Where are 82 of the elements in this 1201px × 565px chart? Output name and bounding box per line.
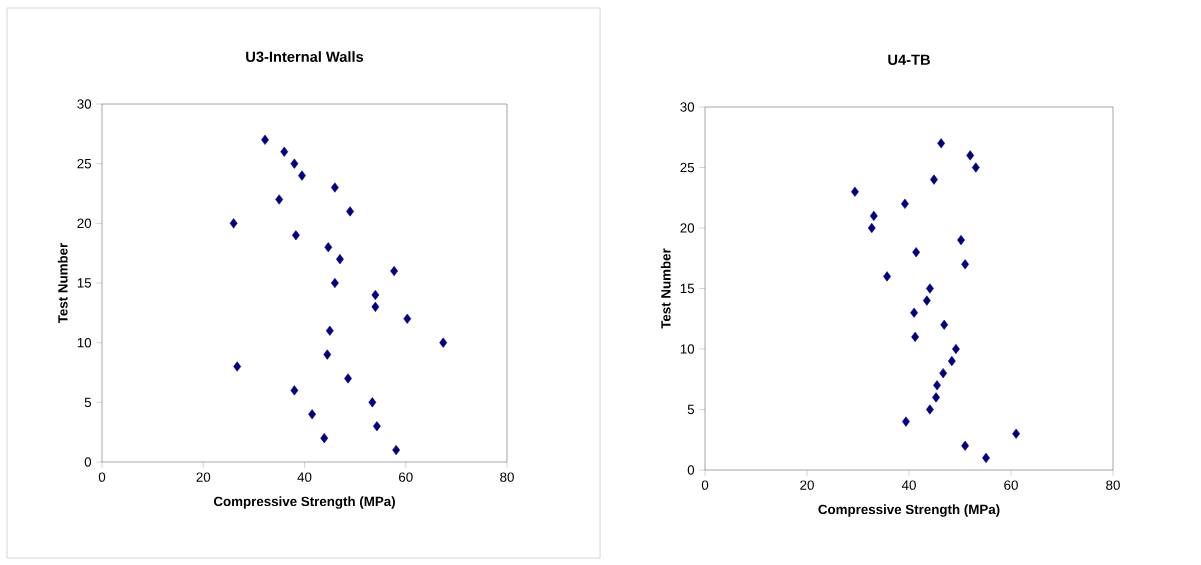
x-tick-label: 60 (1004, 480, 1018, 490)
point (346, 206, 354, 217)
point (901, 198, 909, 209)
y-axis-title: Test Number (57, 242, 68, 324)
point (961, 259, 969, 270)
point (926, 404, 934, 415)
x-tick-label: 80 (500, 472, 514, 482)
point (390, 266, 398, 277)
x-axis-title: Compressive Strength (MPa) (818, 504, 1000, 517)
y-tick-label: 20 (680, 223, 695, 233)
x-tick-label: 20 (800, 480, 814, 490)
y-tick-label: 10 (77, 337, 92, 348)
y-tick-label: 15 (77, 278, 92, 288)
point (308, 409, 316, 420)
point (912, 247, 921, 258)
point (939, 368, 948, 379)
point (233, 361, 242, 372)
point (851, 186, 859, 197)
point (371, 289, 380, 300)
x-axis-title: Compressive Strength (MPa) (213, 496, 395, 509)
y-tick-label: 15 (680, 283, 695, 294)
y-tick-label: 25 (680, 162, 695, 173)
x-tick-label: 40 (901, 480, 916, 490)
point (292, 230, 300, 241)
point (922, 295, 931, 306)
point (947, 356, 956, 367)
point (320, 433, 329, 444)
point (971, 162, 980, 173)
point (940, 319, 949, 330)
point (336, 254, 344, 265)
point (275, 194, 284, 205)
x-tick-label: 40 (297, 472, 312, 482)
point (280, 146, 289, 157)
chart-title: U4-TB (888, 54, 930, 65)
point (371, 301, 380, 312)
point (290, 158, 299, 169)
x-tick-label: 0 (701, 480, 709, 490)
point (883, 271, 891, 282)
point (911, 331, 919, 342)
point (1012, 428, 1020, 439)
point (324, 242, 333, 253)
point (290, 385, 299, 396)
point (966, 150, 975, 161)
point (902, 416, 910, 427)
point (403, 313, 412, 324)
chart-title: U3-Internal Walls (246, 51, 364, 62)
y-tick-label: 30 (680, 102, 695, 112)
point (867, 222, 876, 234)
point (392, 444, 401, 456)
y-tick-label: 0 (84, 457, 92, 467)
point (937, 138, 946, 149)
point (982, 452, 990, 463)
point (331, 182, 339, 193)
point (932, 392, 940, 403)
point (323, 349, 332, 360)
y-tick-label: 10 (680, 344, 695, 354)
y-tick-label: 0 (687, 465, 695, 475)
y-tick-label: 5 (687, 404, 695, 415)
point (961, 440, 969, 451)
y-axis-title: Test Number (660, 248, 671, 329)
point (957, 235, 965, 246)
y-tick-label: 25 (77, 158, 92, 169)
point (926, 283, 934, 294)
x-tick-label: 0 (98, 472, 106, 482)
point (933, 380, 941, 391)
point (930, 174, 938, 185)
point (261, 134, 269, 145)
point (869, 210, 878, 221)
point (344, 373, 352, 384)
x-tick-label: 80 (1106, 480, 1120, 490)
x-tick-label: 60 (399, 472, 413, 482)
point (373, 421, 381, 432)
x-tick-label: 20 (196, 472, 211, 482)
y-tick-label: 30 (77, 99, 92, 109)
point (229, 218, 238, 229)
point (439, 337, 448, 348)
point (910, 307, 918, 318)
y-tick-label: 5 (84, 397, 92, 407)
y-tick-label: 20 (77, 218, 92, 229)
point (368, 397, 377, 408)
point (325, 325, 334, 336)
point (298, 170, 306, 181)
